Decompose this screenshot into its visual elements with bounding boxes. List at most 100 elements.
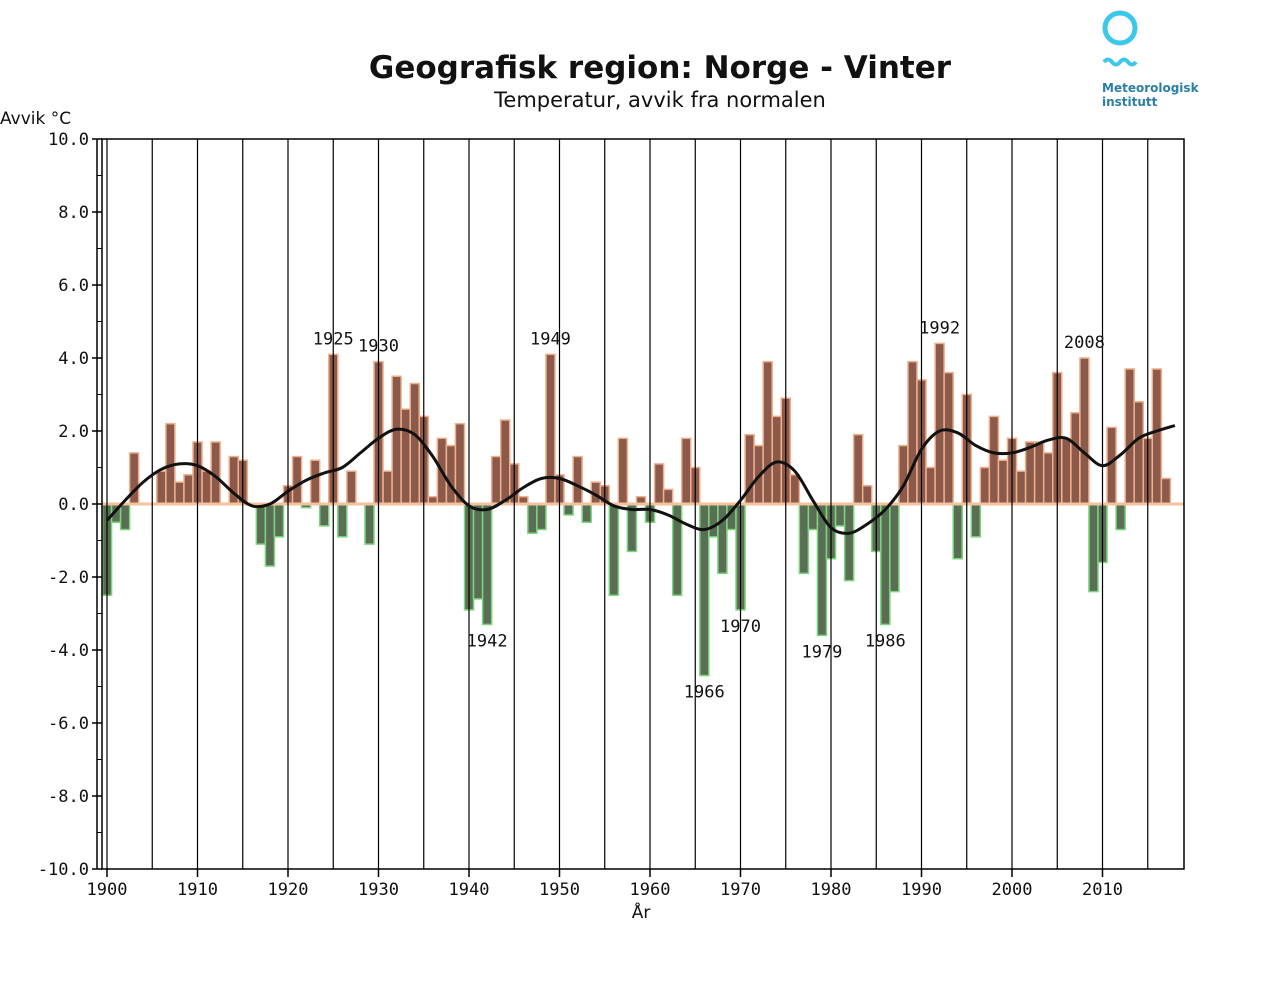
y-tick-label: -4.0 bbox=[48, 641, 89, 661]
annotation-1949: 1949 bbox=[530, 329, 571, 349]
x-tick-label: 1950 bbox=[539, 880, 580, 900]
x-tick-label: 1980 bbox=[811, 880, 852, 900]
bar-1953 bbox=[581, 503, 592, 523]
x-tick-label: 1930 bbox=[358, 880, 399, 900]
logo-text-line1: Meteorologisk bbox=[1102, 81, 1200, 95]
annotation-1942: 1942 bbox=[467, 631, 508, 651]
bar-1933 bbox=[400, 408, 411, 505]
annotation-1930: 1930 bbox=[358, 337, 399, 357]
logo-circle-icon bbox=[1102, 10, 1138, 46]
chart-subtitle: Temperatur, avvik fra normalen bbox=[493, 88, 826, 112]
bar-1947 bbox=[527, 503, 538, 534]
annotation-1979: 1979 bbox=[801, 642, 842, 662]
bar-1951 bbox=[563, 503, 574, 516]
bar-1976 bbox=[789, 474, 801, 505]
bar-1918 bbox=[264, 503, 276, 567]
bar-1903 bbox=[128, 452, 140, 505]
chart-title: Geografisk region: Norge - Vinter bbox=[369, 50, 952, 86]
x-ticks: 1900 1910 1920 1930 1940 1950 1960 1970 1980 1990… bbox=[87, 869, 1123, 900]
bar-1967 bbox=[708, 503, 719, 538]
y-tick-label: -6.0 bbox=[48, 714, 89, 734]
y-ticks: 10.0 8.0 6.0 4.0 2.0 0.0 -2.0 -4.0 -6.0 -8.0 -10.0 bbox=[38, 130, 102, 880]
bar-2011 bbox=[1106, 426, 1117, 505]
bar-1944 bbox=[499, 419, 511, 505]
met-logo: Meteorologisk institutt bbox=[1102, 10, 1200, 109]
logo-text-line2: institutt bbox=[1102, 95, 1158, 109]
bar-1943 bbox=[490, 455, 502, 505]
bar-1989 bbox=[907, 360, 918, 505]
bar-1983 bbox=[852, 433, 864, 505]
x-tick-label: 2010 bbox=[1082, 880, 1123, 900]
bar-2017 bbox=[1160, 477, 1172, 505]
bar-1988 bbox=[898, 444, 909, 505]
bar-1992 bbox=[934, 342, 945, 505]
bar-1924 bbox=[318, 503, 330, 527]
bar-2006 bbox=[1061, 437, 1072, 505]
bar-1919 bbox=[273, 503, 285, 538]
bar-1993 bbox=[943, 371, 954, 505]
bar-2016 bbox=[1151, 368, 1163, 505]
annotations: 1925 1930 1949 1992 2008 1942 1966 1970 1979 1986 bbox=[313, 318, 1105, 702]
bar-2014 bbox=[1133, 401, 1144, 505]
bar-2001 bbox=[1015, 470, 1027, 505]
bar-1994 bbox=[952, 503, 964, 560]
x-tick-label: 1920 bbox=[268, 880, 309, 900]
bar-1982 bbox=[843, 503, 855, 582]
x-tick-label: 1900 bbox=[87, 880, 128, 900]
y-tick-label: -8.0 bbox=[48, 787, 89, 807]
bar-1938 bbox=[445, 444, 457, 505]
bar-1911 bbox=[201, 470, 212, 505]
year-gridlines bbox=[106, 139, 1149, 869]
bar-1926 bbox=[337, 503, 348, 538]
bar-1929 bbox=[364, 503, 375, 545]
x-tick-label: 1990 bbox=[901, 880, 942, 900]
bar-1973 bbox=[762, 360, 773, 505]
bar-1934 bbox=[409, 382, 421, 505]
bar-1931 bbox=[382, 470, 393, 505]
bar-1999 bbox=[997, 459, 1009, 505]
bar-2002 bbox=[1024, 441, 1036, 505]
bar-1974 bbox=[771, 415, 783, 505]
annotation-1986: 1986 bbox=[865, 631, 906, 651]
bar-1991 bbox=[925, 466, 936, 505]
x-tick-label: 1960 bbox=[630, 880, 671, 900]
bar-1977 bbox=[798, 503, 810, 575]
x-tick-label: 1910 bbox=[177, 880, 218, 900]
y-axis-label: Avvik °C bbox=[0, 109, 71, 129]
bar-1998 bbox=[988, 415, 1000, 505]
bar-1996 bbox=[970, 503, 982, 538]
annotation-1970: 1970 bbox=[720, 617, 761, 637]
y-tick-label: -2.0 bbox=[48, 568, 89, 588]
bar-1948 bbox=[536, 503, 547, 531]
y-tick-label: 6.0 bbox=[58, 276, 89, 296]
logo-wave-icon bbox=[1102, 57, 1138, 67]
bar-2004 bbox=[1042, 452, 1054, 505]
bar-2012 bbox=[1115, 503, 1126, 531]
bar-1984 bbox=[861, 485, 873, 505]
annotation-1925: 1925 bbox=[313, 329, 354, 349]
bar-1961 bbox=[653, 463, 665, 505]
bar-2003 bbox=[1033, 441, 1045, 505]
bar-1921 bbox=[291, 455, 303, 505]
bar-2007 bbox=[1070, 412, 1081, 505]
bar-1997 bbox=[979, 466, 991, 505]
bar-1917 bbox=[255, 503, 267, 545]
bar-1981 bbox=[834, 503, 846, 527]
y-tick-label: -10.0 bbox=[38, 860, 89, 880]
x-tick-label: 2000 bbox=[992, 880, 1033, 900]
bars bbox=[101, 342, 1184, 677]
bar-1923 bbox=[309, 459, 321, 505]
bar-2008 bbox=[1079, 357, 1090, 505]
y-tick-label: 2.0 bbox=[58, 422, 89, 442]
bar-1902 bbox=[119, 503, 131, 531]
annotation-2008: 2008 bbox=[1064, 333, 1105, 353]
bar-1962 bbox=[662, 488, 674, 505]
bar-1956 bbox=[608, 503, 620, 596]
bar-1909 bbox=[183, 474, 194, 505]
y-tick-label: 0.0 bbox=[58, 495, 89, 515]
bar-1942 bbox=[481, 503, 493, 626]
bar-2013 bbox=[1124, 368, 1135, 505]
bar-1908 bbox=[174, 481, 185, 505]
bar-1949 bbox=[545, 353, 556, 505]
